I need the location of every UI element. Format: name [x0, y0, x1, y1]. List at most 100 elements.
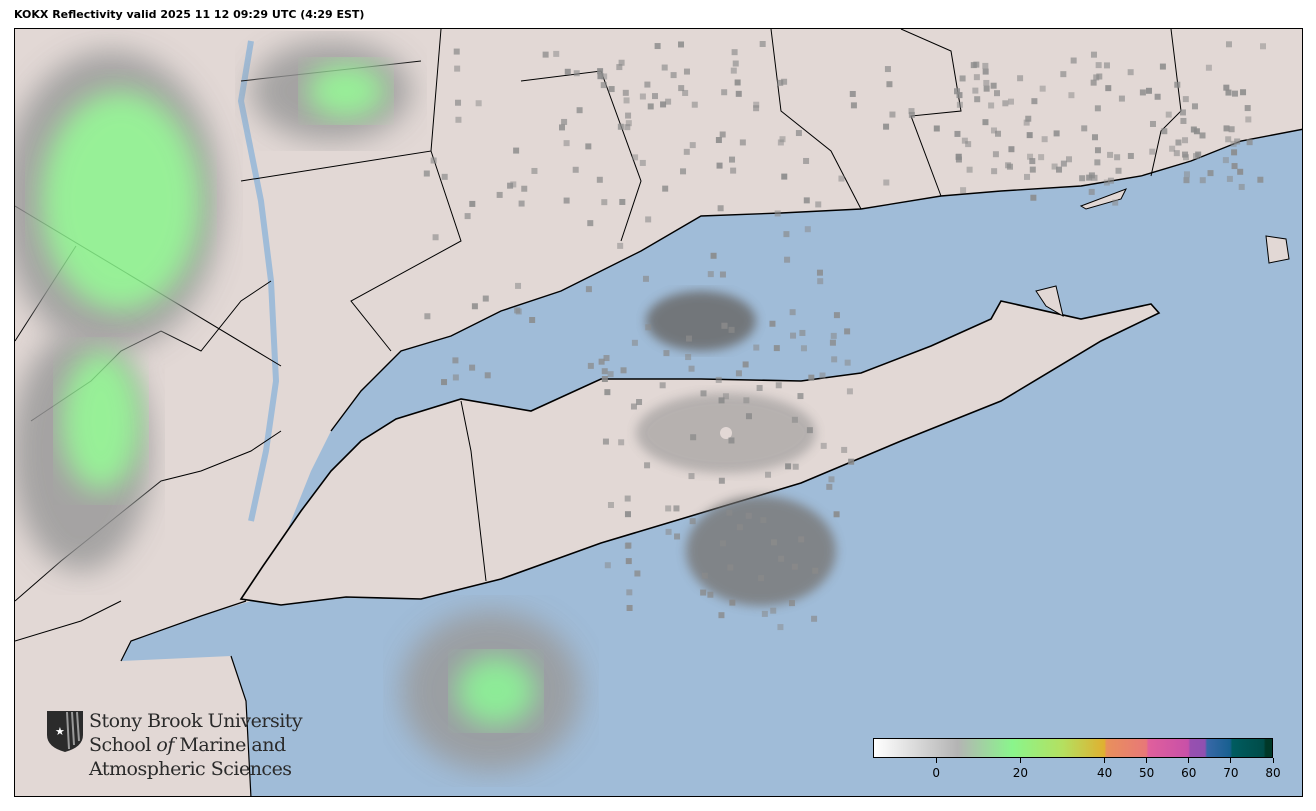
- radar-pixel: [721, 89, 728, 96]
- radar-pixel: [1039, 85, 1046, 92]
- radar-pixel: [644, 81, 651, 88]
- radar-pixel: [792, 463, 799, 470]
- radar-pixel: [514, 307, 521, 314]
- radar-pixel: [626, 589, 633, 596]
- radar-pixel: [1002, 100, 1009, 107]
- radar-echoes: [15, 41, 836, 771]
- radar-pixel: [1008, 146, 1015, 153]
- radar-pixel: [597, 73, 604, 80]
- colorbar-tick-label: 20: [1012, 766, 1028, 780]
- radar-pixel: [1030, 194, 1037, 201]
- radar-pixel: [982, 68, 989, 75]
- radar-pixel: [933, 125, 940, 132]
- radar-pixel: [954, 130, 961, 137]
- ct-coastline: [330, 128, 1302, 432]
- radar-pixel: [1070, 57, 1077, 64]
- radar-pixel: [670, 72, 677, 79]
- colorbar-tick-label: 0: [932, 766, 940, 780]
- radar-pixel: [563, 140, 570, 147]
- radar-pixel: [974, 96, 981, 103]
- radar-pixel: [1103, 62, 1110, 69]
- radar-pixel: [604, 389, 611, 396]
- radar-pixel: [812, 567, 819, 574]
- radar-pixel: [625, 112, 632, 119]
- radar-pixel: [1093, 74, 1100, 81]
- radar-pixel: [826, 483, 833, 490]
- radar-pixel: [982, 119, 989, 126]
- radar-pixel: [777, 79, 784, 86]
- radar-pixel: [956, 92, 963, 99]
- radar-pixel: [833, 511, 840, 518]
- radar-pixel: [601, 199, 608, 206]
- radar-pixel: [1038, 154, 1045, 161]
- radar-pixel: [719, 540, 726, 547]
- radar-pixel: [685, 335, 692, 342]
- radar-pixel: [663, 350, 670, 357]
- block-island: [1265, 235, 1290, 264]
- radar-pixel: [729, 156, 736, 163]
- radar-pixel: [603, 355, 610, 362]
- radar-pixel: [846, 388, 853, 395]
- radar-pixel: [1225, 41, 1232, 48]
- radar-pixel: [1094, 147, 1101, 154]
- radar-pixel: [1105, 85, 1112, 92]
- radar-pixel: [819, 372, 826, 379]
- radar-pixel: [441, 379, 448, 386]
- radar-pixel: [604, 562, 611, 569]
- radar-pixel: [1090, 51, 1097, 58]
- radar-pixel: [454, 65, 461, 72]
- radar-pixel: [1174, 81, 1181, 88]
- radar-pixel: [1245, 116, 1252, 123]
- radar-pixel: [561, 118, 568, 125]
- radar-pixel: [908, 111, 915, 118]
- radar-pixel: [719, 131, 726, 138]
- radar-pixel: [1107, 177, 1114, 184]
- radar-pixel: [774, 210, 781, 217]
- radar-pixel: [645, 324, 652, 331]
- radar-pixel: [811, 615, 818, 622]
- radar-pixel: [730, 167, 737, 174]
- radar-pixel: [784, 256, 791, 263]
- radar-pixel: [777, 624, 784, 631]
- radar-pixel: [829, 339, 836, 346]
- radar-pixel: [721, 322, 728, 329]
- radar-pixel: [660, 101, 667, 108]
- radar-pixel: [1159, 63, 1166, 70]
- radar-pixel: [678, 85, 685, 92]
- radar-pixel: [659, 382, 666, 389]
- radar-pixel: [761, 610, 768, 617]
- radar-pixel: [553, 50, 560, 57]
- radar-pixel: [1029, 158, 1036, 165]
- radar-pixel: [1199, 177, 1206, 184]
- radar-pixel: [806, 427, 813, 434]
- radar-pixel: [972, 87, 979, 94]
- radar-pixel: [1088, 188, 1095, 195]
- radar-pixel: [791, 563, 798, 570]
- radar-pixel: [619, 198, 626, 205]
- radar-pixel: [1222, 157, 1229, 164]
- radar-pixel: [955, 156, 962, 163]
- radar-pixel: [788, 600, 795, 607]
- map-title: KOKX Reflectivity valid 2025 11 12 09:29…: [14, 8, 365, 21]
- radar-map[interactable]: ★ Stony Brook University School of Marin…: [14, 28, 1303, 797]
- radar-pixel: [717, 205, 724, 212]
- radar-pixel: [707, 591, 714, 598]
- radar-pixel: [908, 108, 915, 115]
- radar-pixel: [1090, 79, 1097, 86]
- radar-pixel: [1029, 166, 1036, 173]
- radar-pixel: [1165, 111, 1172, 118]
- radar-pixel: [572, 166, 579, 173]
- radar-pixel: [965, 141, 972, 148]
- radar-pixel: [992, 151, 999, 158]
- colorbar-tick: [1146, 758, 1148, 763]
- radar-pixel: [778, 555, 785, 562]
- radar-pixel: [745, 413, 752, 420]
- radar-pixel: [743, 397, 750, 404]
- logo-line2c: Marine and: [173, 734, 286, 756]
- radar-pixel: [430, 157, 437, 164]
- radar-pixel: [1107, 151, 1114, 158]
- radar-pixel: [484, 372, 491, 379]
- radar-pixel: [1182, 96, 1189, 103]
- radar-pixel: [718, 397, 725, 404]
- radar-pixel: [1041, 136, 1048, 143]
